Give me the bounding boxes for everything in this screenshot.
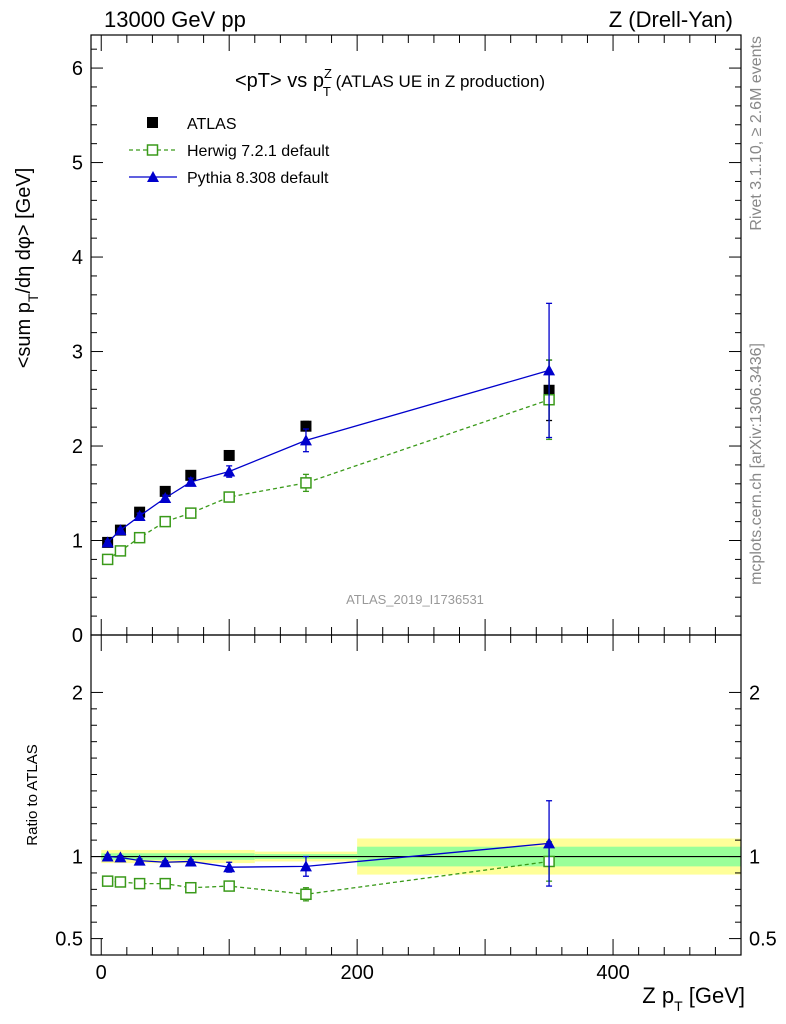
ratio-y-tick-label-right: 2 xyxy=(749,682,760,704)
main-herwig-line xyxy=(107,399,550,560)
ratio-herwig-point xyxy=(133,877,146,890)
ratio-y-axis-label: Ratio to ATLAS xyxy=(24,744,41,845)
ratio-herwig-point xyxy=(300,888,312,901)
ratio-pythia-point xyxy=(101,850,114,862)
ratio-herwig-point xyxy=(185,881,197,894)
analysis-watermark: ATLAS_2019_I1736531 xyxy=(346,592,484,607)
mcplots-text: mcplots.cern.ch [arXiv:1306.3436] xyxy=(748,343,765,585)
ratio-pythia-point xyxy=(299,860,312,872)
ratio-y-tick-label-right: 1 xyxy=(749,847,760,869)
ratio-y-tick-label: 2 xyxy=(72,682,83,704)
ratio-y-tick-label: 1 xyxy=(72,847,83,869)
main-y-tick-label: 0 xyxy=(72,625,83,647)
x-tick-label: 0 xyxy=(96,962,107,984)
main-pythia-point xyxy=(223,465,236,477)
main-y-axis-label: <sum pT/dη dφ> [GeV] xyxy=(13,168,41,369)
ratio-y-tick-label-right: 0.5 xyxy=(749,929,777,951)
legend-pythia-label: Pythia 8.308 default xyxy=(187,170,329,187)
ratio-herwig-point xyxy=(223,880,235,892)
ratio-pythia-point xyxy=(159,856,172,868)
main-atlas-point xyxy=(300,420,312,432)
x-tick-label: 200 xyxy=(340,962,373,984)
main-atlas-point xyxy=(185,469,197,481)
main-pythia-point xyxy=(114,524,127,536)
ratio-herwig-point xyxy=(159,877,171,890)
legend-atlas-label: ATLAS xyxy=(187,116,237,133)
ratio-pythia-point xyxy=(133,854,146,866)
ratio-herwig-point xyxy=(114,876,127,888)
ratio-herwig-point xyxy=(101,875,114,887)
ratio-pythia-point xyxy=(184,855,197,867)
main-herwig-point xyxy=(101,553,114,566)
ratio-pythia-point xyxy=(223,861,236,873)
header-right: Z (Drell-Yan) xyxy=(609,7,733,32)
main-herwig-point xyxy=(185,507,197,519)
main-herwig-point xyxy=(159,515,171,528)
main-pythia-point xyxy=(133,509,146,521)
legend: ATLAS Herwig 7.2.1 default Pythia 8.308 … xyxy=(129,116,330,187)
main-pythia-line xyxy=(107,369,550,543)
ratio-pythia-point xyxy=(543,837,556,849)
header-left: 13000 GeV pp xyxy=(104,7,246,32)
main-y-tick-label: 3 xyxy=(72,342,83,364)
x-tick-label: 400 xyxy=(596,962,629,984)
main-pythia-point xyxy=(543,364,556,376)
legend-herwig-marker xyxy=(146,144,159,156)
main-y-tick-label: 2 xyxy=(72,436,83,458)
main-plot-series xyxy=(101,302,556,566)
main-herwig-point xyxy=(223,491,235,503)
main-herwig-point xyxy=(133,531,146,544)
main-pythia-point xyxy=(184,475,197,487)
main-atlas-point xyxy=(223,449,235,461)
x-axis-label: Z pT [GeV] xyxy=(642,983,745,1014)
main-y-tick-label: 1 xyxy=(72,531,83,553)
ratio-plot-series xyxy=(101,800,556,902)
main-herwig-point xyxy=(300,477,312,489)
main-pythia-point xyxy=(101,536,114,548)
legend-pythia-marker xyxy=(147,171,159,182)
main-pythia-point xyxy=(159,491,172,503)
rivet-version-text: Rivet 3.1.10, ≥ 2.6M events xyxy=(748,36,765,231)
main-y-tick-label: 4 xyxy=(72,247,83,269)
main-atlas-point xyxy=(159,485,171,497)
ratio-pythia-point xyxy=(114,851,127,863)
main-y-tick-label: 5 xyxy=(72,153,83,175)
axes: 0 1 2 3 4 5 6 0 200 400 0.5 0.5 1 1 2 2 xyxy=(55,35,777,984)
legend-atlas-marker xyxy=(147,117,158,128)
main-pythia-point xyxy=(299,434,312,446)
ratio-plot-frame xyxy=(90,634,742,956)
main-y-tick-label: 6 xyxy=(72,58,83,80)
ratio-y-tick-label: 0.5 xyxy=(55,929,83,951)
main-herwig-point xyxy=(114,545,127,557)
legend-herwig-label: Herwig 7.2.1 default xyxy=(187,143,330,160)
main-title: <pT> vs pZ T (ATLAS UE in Z production) xyxy=(235,66,545,99)
